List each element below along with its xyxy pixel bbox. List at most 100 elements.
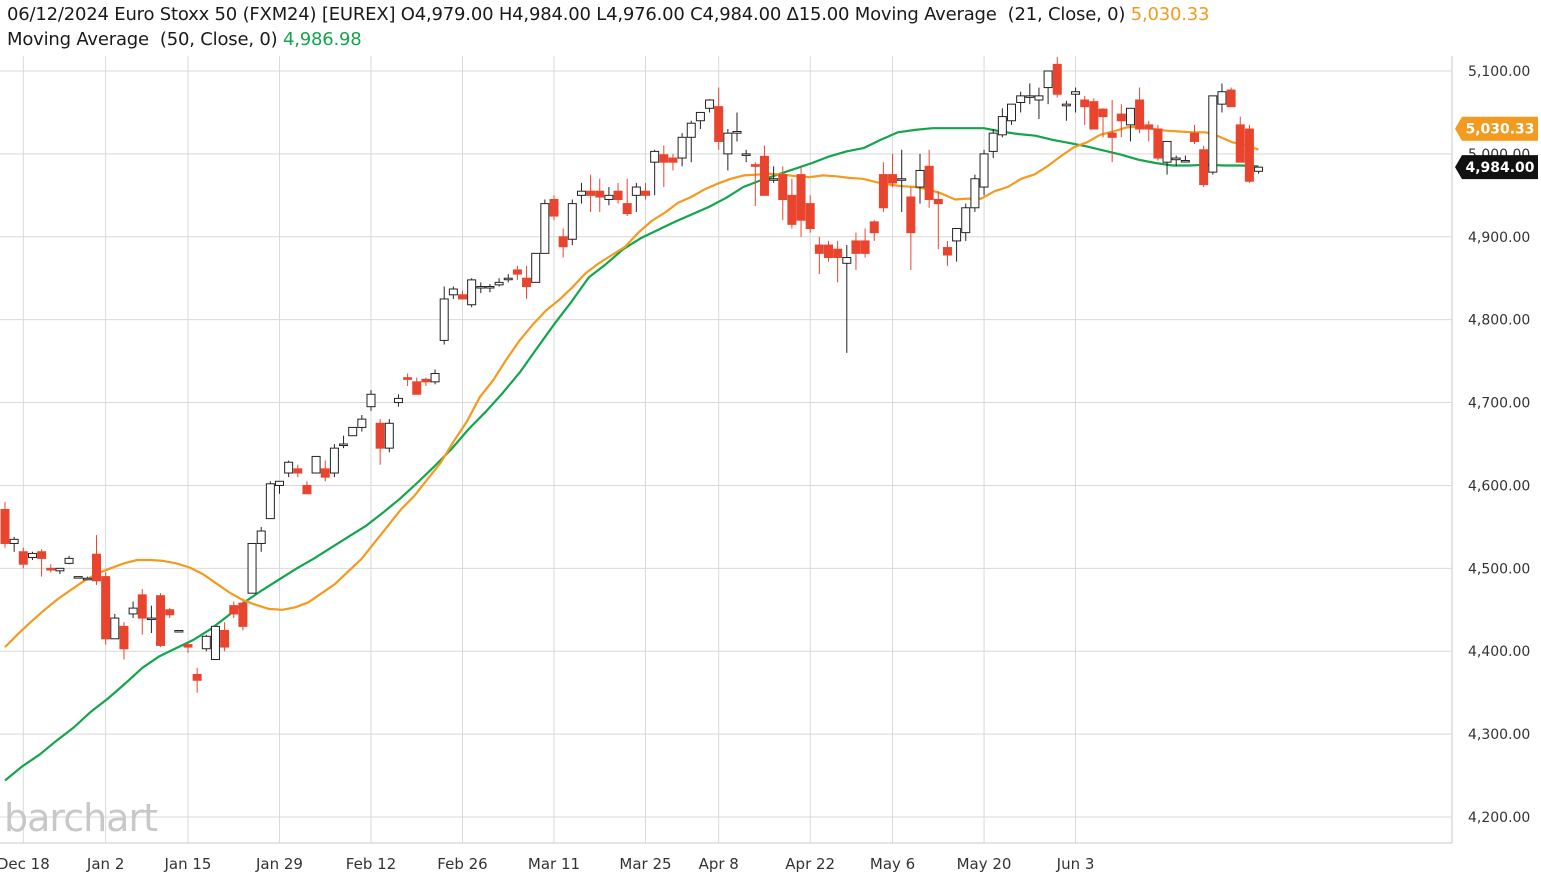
candle-body-up <box>467 279 477 306</box>
candle-body-up <box>650 150 660 163</box>
candle <box>311 455 321 474</box>
candle <box>329 444 339 478</box>
candle-body-up <box>1007 103 1016 122</box>
ma50-header-value: 4,986.98 <box>282 29 362 50</box>
y-axis: 4,200.00 4,300.00 4,400.00 4,500.00 4,600.00… <box>1468 64 1530 826</box>
candle-body-down <box>101 576 111 640</box>
candle <box>1135 87 1145 134</box>
candle <box>439 286 449 345</box>
candle <box>595 178 605 212</box>
candle-body-down <box>412 381 422 395</box>
candle <box>659 145 669 188</box>
candle-body-up <box>1061 103 1071 107</box>
x-tick-label: Jan 15 <box>164 855 212 873</box>
candle <box>384 419 394 453</box>
candle-body-down <box>512 269 522 275</box>
candle <box>924 149 934 208</box>
candle-body-down <box>860 240 870 254</box>
x-tick-label: Mar 11 <box>528 855 580 873</box>
candle-body-up <box>576 190 586 196</box>
x-axis: Dec 18 Jan 2 Jan 15 Jan 29 Feb 12 Feb 26 Mar 1… <box>0 855 1094 873</box>
candle <box>37 549 47 577</box>
candle <box>46 564 56 573</box>
candle-body-up <box>1043 70 1053 89</box>
candle-body-down <box>192 673 202 681</box>
candle-body-down <box>220 630 230 648</box>
candle <box>1244 124 1254 183</box>
candle <box>339 435 349 449</box>
candle-body-down <box>558 236 568 248</box>
candle-body-up <box>357 418 367 428</box>
candle-body-down <box>1190 132 1199 142</box>
candle <box>0 502 10 548</box>
candle-body-down <box>1135 99 1145 130</box>
header-ohlc-text: 06/12/2024 Euro Stoxx 50 (FXM24) [EUREX]… <box>7 4 1131 25</box>
x-tick-label: Jan 29 <box>255 855 303 873</box>
candle-body-down <box>787 194 797 225</box>
candle <box>284 460 294 478</box>
candle <box>247 542 257 594</box>
candle-body-up <box>540 203 550 254</box>
x-tick-label: Apr 22 <box>785 855 835 873</box>
price-label-text: 5,030.33 <box>1465 122 1534 138</box>
candle-body-down <box>586 190 596 196</box>
candle-body-up <box>494 281 504 286</box>
candle-body-up <box>1208 95 1218 173</box>
candle <box>101 572 111 645</box>
candle <box>961 203 971 241</box>
candle-body-down <box>869 221 879 234</box>
candle-body-down <box>403 377 413 380</box>
candle <box>403 373 413 386</box>
candle <box>531 252 541 283</box>
candle <box>1061 100 1071 121</box>
candle <box>814 236 824 275</box>
candle <box>668 153 678 171</box>
candle <box>1052 56 1062 98</box>
candle-body-down <box>165 609 175 616</box>
candle <box>210 625 220 661</box>
candle-body-up <box>1254 166 1264 172</box>
candle-body-up <box>476 286 486 289</box>
candle <box>970 174 980 212</box>
candle <box>165 608 175 619</box>
candle <box>1071 87 1081 113</box>
candle <box>64 555 74 565</box>
candle <box>1208 95 1218 175</box>
candle-body-down <box>814 244 824 254</box>
candle-body-up <box>485 286 495 289</box>
candle-body-down <box>421 378 431 383</box>
candle <box>1235 116 1245 163</box>
candle-body-up <box>82 577 92 581</box>
candle <box>1007 103 1016 125</box>
candle-body-up <box>393 397 403 404</box>
candle-body-up <box>146 617 156 621</box>
candle-body-up <box>384 422 394 449</box>
candle-body-up <box>997 116 1007 136</box>
candle <box>888 153 898 188</box>
candle <box>979 149 989 196</box>
candle <box>787 178 797 229</box>
candle-body-down <box>796 174 806 221</box>
candle-body-down <box>1080 99 1090 108</box>
candle <box>686 120 696 163</box>
candle <box>540 199 550 254</box>
candle-body-up <box>256 530 266 544</box>
candle-body-down <box>924 165 934 200</box>
candle <box>302 481 312 495</box>
x-tick-label: Dec 18 <box>0 855 50 873</box>
candle <box>997 108 1007 138</box>
candle <box>375 419 385 465</box>
candle-body-up <box>265 483 275 520</box>
candle <box>265 481 275 520</box>
candle <box>201 634 211 652</box>
candle-body-down <box>320 468 330 478</box>
candle-body-up <box>741 153 751 156</box>
candle <box>860 228 870 258</box>
candle-body-up <box>897 178 907 181</box>
candle <box>558 228 568 258</box>
candle <box>366 390 376 411</box>
candle <box>1254 166 1264 174</box>
candle <box>613 182 623 204</box>
candle <box>759 145 769 196</box>
